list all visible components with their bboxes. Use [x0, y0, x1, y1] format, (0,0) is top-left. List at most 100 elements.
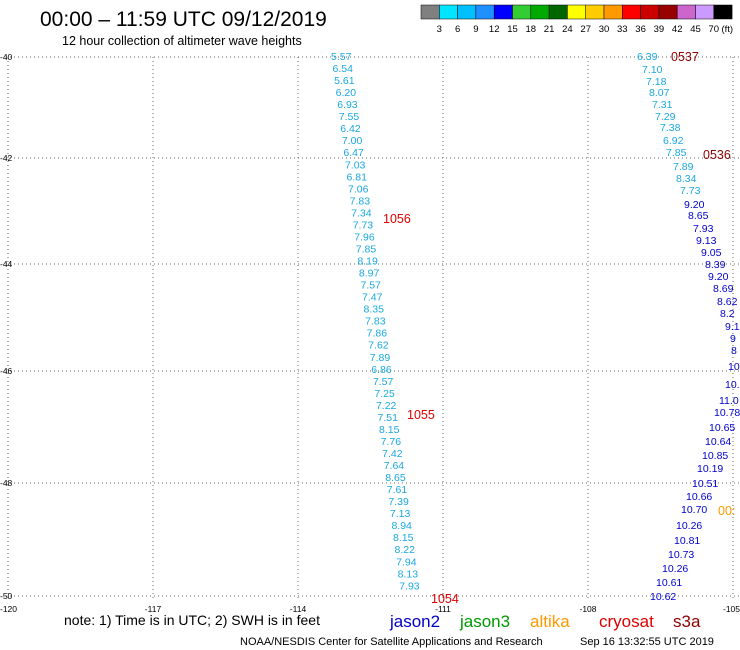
latitude-tick-label: -46: [0, 366, 13, 376]
wave-height-label: 7.93: [693, 223, 714, 235]
map-title: 00:00 – 11:59 UTC 09/12/2019: [40, 8, 327, 31]
wave-height-label: 7.13: [390, 508, 411, 520]
wave-height-label: 7.06: [348, 183, 369, 195]
wave-height-label: 7.22: [376, 400, 397, 412]
wave-height-label: 10.62: [650, 591, 676, 603]
wave-height-label: 8: [731, 345, 737, 357]
longitude-tick-label: -111: [435, 604, 451, 614]
colorbar-legend: 3 6 9 12 15 18 21 24 27 30 33 36 39 42 45 70 (ft): [420, 4, 733, 35]
wave-height-label: 10.81: [674, 535, 700, 547]
wave-height-label: 8.22: [395, 544, 416, 556]
colorbar-label: 33: [617, 24, 628, 35]
wave-height-label: 7.89: [673, 161, 694, 173]
wave-height-label: 7.29: [655, 111, 676, 123]
wave-height-label: 10.51: [692, 478, 718, 490]
colorbar-label: 3: [437, 24, 442, 35]
satellite-legend-jason2: jason2: [389, 612, 440, 631]
pass-time-label: 1054: [431, 592, 459, 606]
wave-height-label: 8.65: [688, 210, 709, 222]
wave-height-label: 10.66: [686, 491, 712, 503]
wave-height-label: 11.0: [719, 395, 739, 407]
wave-height-label: 7.73: [680, 185, 701, 197]
colorbar-swatch: [658, 4, 678, 20]
wave-height-label: 7.38: [660, 122, 681, 134]
colorbar-label: 27: [580, 24, 591, 35]
colorbar-swatch: [493, 4, 513, 20]
wave-height-tracks: 5.576.545.616.206.937.556.427.006.477.03…: [331, 51, 740, 603]
wave-height-label: 7.96: [354, 231, 375, 243]
wave-height-label: 7.85: [356, 243, 377, 255]
wave-height-label: 10.61: [656, 577, 682, 589]
wave-height-label: 8.2: [720, 308, 735, 320]
wave-height-label: 9.20: [684, 199, 705, 211]
colorbar-swatch: [695, 4, 715, 20]
colorbar-swatch: [420, 4, 440, 20]
wave-height-label: 7.86: [367, 328, 388, 340]
colorbar-swatch: [512, 4, 532, 20]
wave-height-label: 6.20: [336, 87, 357, 99]
wave-height-label: 7.34: [351, 207, 372, 219]
wave-height-label: 7.57: [360, 280, 381, 292]
wave-height-label: 7.10: [642, 64, 663, 76]
wave-height-label: 9.20: [708, 271, 729, 283]
colorbar-label: 45: [690, 24, 701, 35]
map-grid: [6, 56, 740, 600]
wave-height-label: 10.78: [714, 407, 740, 419]
colorbar-label: 70: [709, 24, 720, 35]
wave-height-label: 10.70: [681, 504, 707, 516]
colorbar-swatch: [603, 4, 623, 20]
wave-height-label: 8.97: [359, 268, 380, 280]
longitude-tick-label: -114: [290, 604, 307, 614]
latitude-tick-label: -40: [0, 52, 13, 62]
wave-height-label: 9: [730, 333, 736, 345]
latitude-tick-label: -48: [0, 478, 13, 488]
wave-height-label: 8.94: [391, 520, 412, 532]
colorbar-swatch: [622, 4, 641, 20]
wave-height-label: 8.07: [649, 87, 670, 99]
colorbar-label: 36: [635, 24, 646, 35]
longitude-tick-label: -105: [723, 604, 740, 614]
pass-time-label: 1055: [407, 408, 435, 422]
wave-height-label: 7.51: [378, 412, 399, 424]
map-subtitle: 12 hour collection of altimeter wave hei…: [62, 34, 302, 48]
wave-height-label: 8.65: [385, 472, 406, 484]
wave-height-label: 6.42: [340, 123, 361, 135]
wave-height-label: 7.62: [368, 340, 389, 352]
footer-timestamp: Sep 16 13:32:55 UTC 2019: [580, 636, 714, 648]
wave-height-label: 10.64: [705, 436, 731, 448]
longitude-tick-label: -117: [145, 604, 162, 614]
wave-height-label: 9.1: [725, 321, 740, 333]
wave-height-label: 5.57: [331, 51, 352, 63]
wave-height-label: 8.62: [717, 296, 738, 308]
wave-height-label: 7.25: [374, 388, 395, 400]
longitude-tick-label: -120: [0, 604, 17, 614]
wave-height-label: 8.19: [357, 256, 378, 268]
colorbar-swatch: [530, 4, 550, 20]
colorbar-label: 12: [489, 24, 500, 35]
pass-time-label: 1056: [383, 212, 411, 226]
wave-height-label: 6.86: [371, 364, 392, 376]
wave-height-label: 8.39: [705, 259, 726, 271]
colorbar-swatch: [676, 4, 696, 20]
satellite-legend-altika: altika: [530, 612, 570, 631]
wave-height-label: 7.42: [382, 448, 403, 460]
pass-time-labels: 0537 0536 1056 1055 1054 00:: [383, 50, 735, 606]
wave-height-label: 7.89: [370, 352, 391, 364]
wave-height-label: 7.83: [350, 195, 371, 207]
wave-height-label: 6.47: [343, 147, 364, 159]
wave-height-label: 10.85: [702, 450, 728, 462]
wave-height-label: 7.73: [353, 219, 374, 231]
colorbar-label: 30: [599, 24, 610, 35]
wave-height-label: 8.15: [393, 532, 414, 544]
wave-height-label: 10.73: [668, 549, 694, 561]
colorbar-label: 18: [526, 24, 537, 35]
wave-height-label: 7.94: [396, 556, 417, 568]
latitude-tick-label: -50: [0, 591, 13, 601]
satellite-legend-cryosat: cryosat: [599, 612, 654, 631]
wave-height-label: 7.31: [652, 99, 673, 111]
colorbar-label: 6: [455, 24, 460, 35]
colorbar-swatch: [585, 4, 605, 20]
axis-tick-labels: -40 -42 -44 -46 -48 -50 -120 -117 -114 -111 -108 -1…: [0, 52, 740, 614]
colorbar-swatch: [548, 4, 568, 20]
